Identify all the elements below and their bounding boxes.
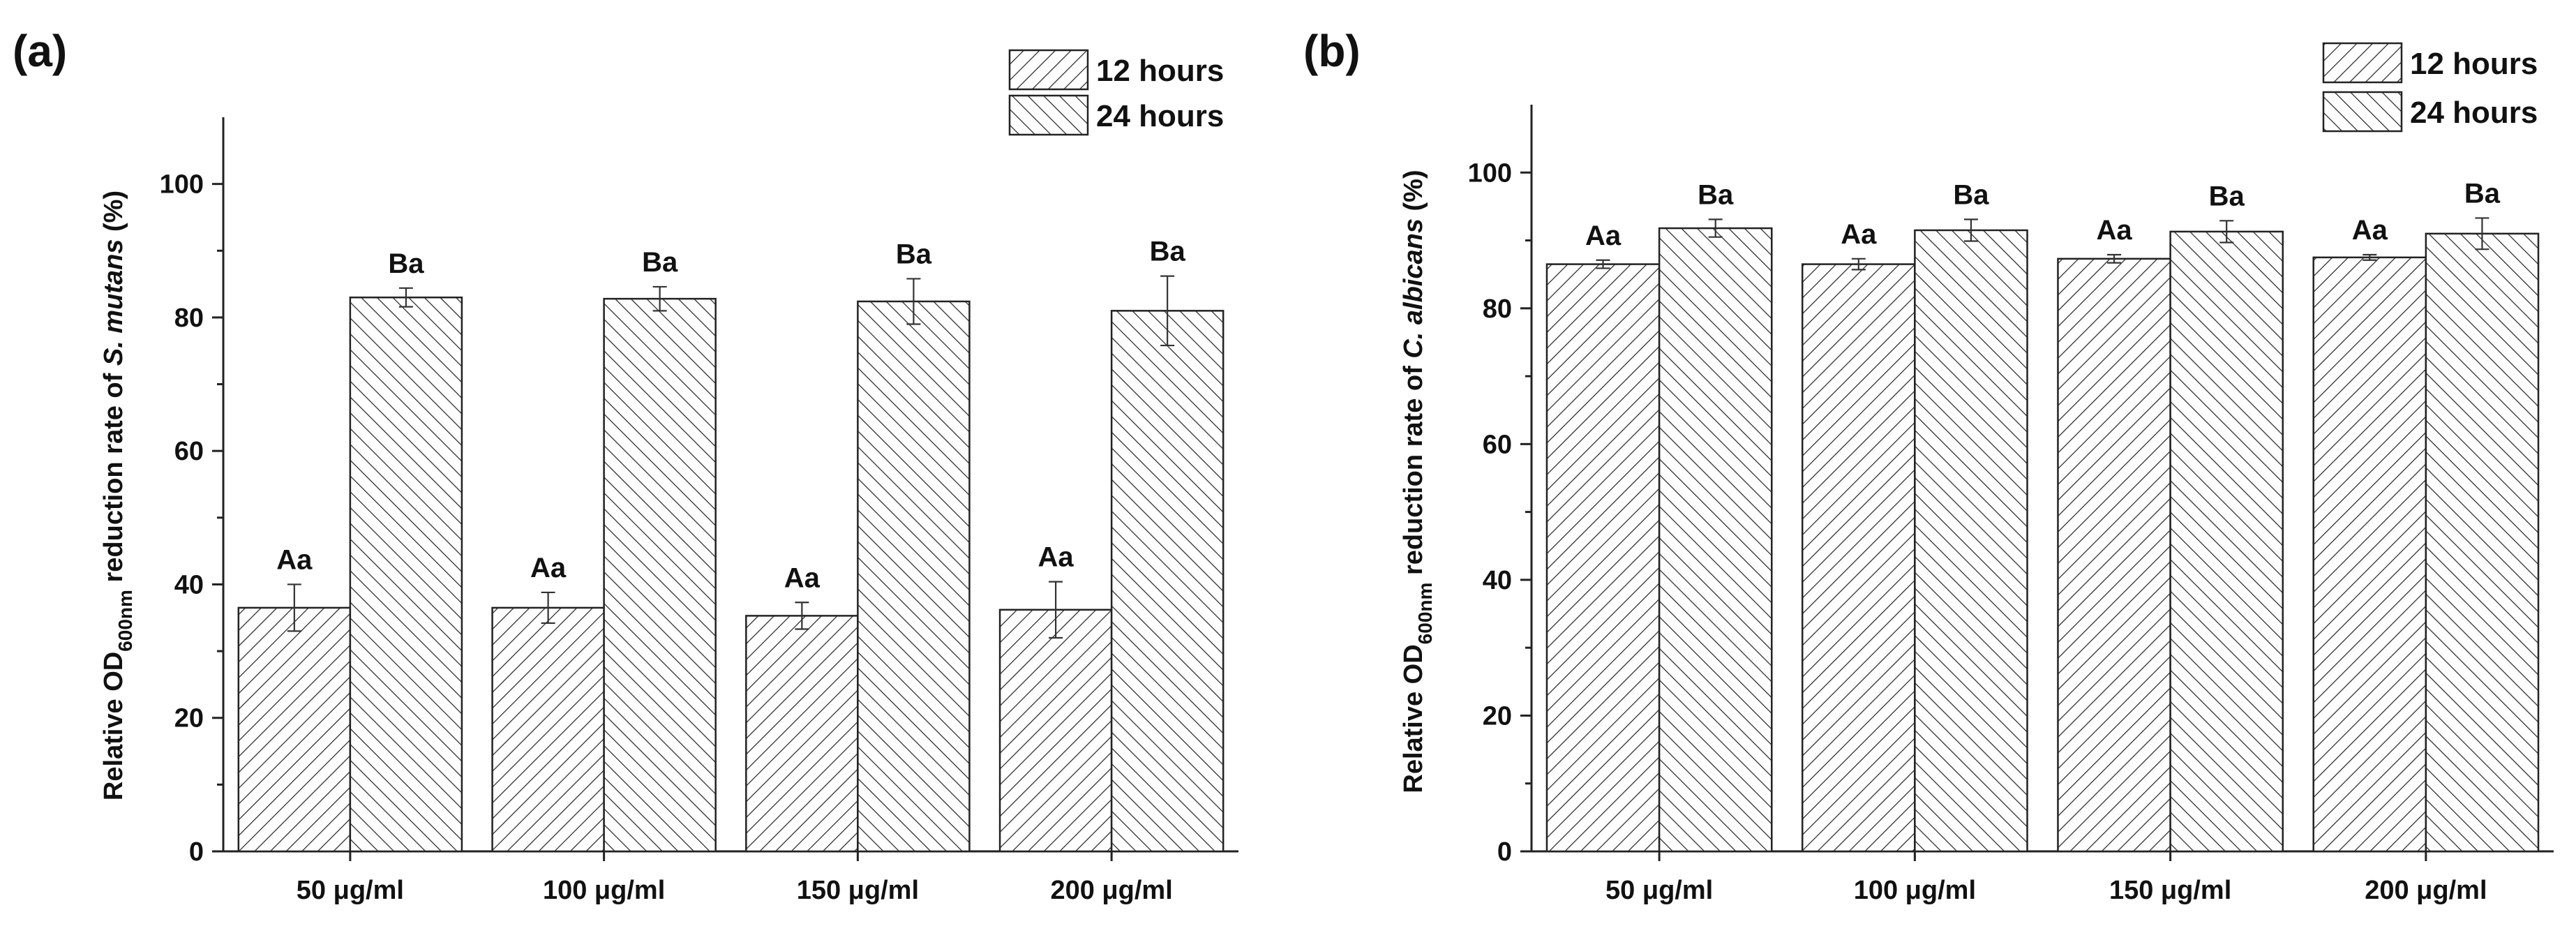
- panel-b-ytick-label: 100: [1468, 158, 1512, 188]
- panel-a-bar: [237, 606, 352, 853]
- panel-a-bar-label: Aa: [530, 553, 567, 583]
- panel-b-category-label: 100 μg/ml: [1854, 876, 1976, 905]
- panel-b-marks: 0 20 40 60 80 100 50 μg/ml Aa Ba 100 μg/ml Aa Ba 150…: [1468, 42, 2554, 905]
- panel-b-bar: [2312, 256, 2427, 853]
- panel-a-ylabel-sub: 600nm: [114, 590, 136, 652]
- panel-b-bar-label: Aa: [1585, 221, 1622, 251]
- panel-b-bar-label: Ba: [1698, 179, 1734, 210]
- panel-a-ytick-label: 40: [174, 570, 204, 599]
- panel-a-legend-label: 24 hours: [1096, 99, 1224, 133]
- panel-a-bar: [603, 297, 717, 853]
- panel-b-bar-label: Ba: [1953, 179, 1989, 210]
- panel-a-ytick-label: 80: [174, 304, 204, 333]
- panel-b-ytick-label: 20: [1483, 701, 1512, 731]
- panel-a-ylabel-species: S. mutans: [99, 239, 128, 366]
- panel-a-ytick-label: 0: [189, 837, 204, 867]
- panel-b-ytick-label: 80: [1483, 294, 1512, 324]
- panel-a-legend-swatch: [1008, 49, 1089, 91]
- panel-a-ylabel-post: (%): [99, 191, 128, 239]
- panel-a-bar-label: Aa: [276, 544, 313, 575]
- panel-b-category-label: 200 μg/ml: [2365, 876, 2487, 905]
- panel-b-bar: [1801, 263, 1916, 853]
- panel-a-ytick-label: 60: [174, 437, 204, 466]
- panel-a-bar: [857, 300, 971, 853]
- panel-a-bar-label: Ba: [1150, 237, 1186, 267]
- panel-b-category-label: 150 μg/ml: [2109, 876, 2231, 905]
- panel-a-bar: [491, 606, 605, 853]
- panel-a-marks: 0 20 40 60 80 100 50 μg/ml Aa Ba 100 μg/ml Aa Ba 150…: [160, 49, 1238, 905]
- panel-b-bar: [1658, 227, 1773, 853]
- panel-a-bar: [349, 296, 463, 853]
- panel-a-category-label: 50 μg/ml: [297, 876, 404, 905]
- panel-a-bar-label: Ba: [896, 239, 932, 269]
- panel-b-bar-label: Aa: [2352, 215, 2388, 246]
- panel-b-bar-label: Aa: [2096, 215, 2132, 246]
- panel-b-ylabel-pre: Relative OD: [1399, 644, 1428, 793]
- panel-b-legend-label: 24 hours: [2410, 96, 2538, 130]
- panel-a-legend-label: 12 hours: [1096, 54, 1224, 88]
- panel-b-legend-swatch: [2322, 91, 2403, 133]
- panel-a-category-label: 150 μg/ml: [797, 876, 919, 905]
- panel-b-ytick-label: 0: [1497, 837, 1512, 867]
- panel-b-legend-label: 12 hours: [2410, 47, 2538, 81]
- panel-a-category-label: 100 μg/ml: [543, 876, 665, 905]
- panel-b-legend-swatch: [2322, 42, 2403, 84]
- panel-a-category-label: 200 μg/ml: [1050, 876, 1172, 905]
- panel-a-bar: [745, 615, 859, 853]
- panel-a-bar-label: Aa: [784, 562, 821, 593]
- panel-b-ytick-label: 60: [1483, 430, 1512, 459]
- panel-b-ytick-label: 40: [1483, 566, 1512, 595]
- panel-b-label: (b): [1303, 26, 1361, 76]
- panel-b-bar-label: Ba: [2464, 178, 2501, 209]
- panel-a-legend-swatch: [1008, 94, 1089, 136]
- panel-b-category-label: 50 μg/ml: [1605, 876, 1713, 905]
- panel-b-ylabel-species: C. albicans: [1399, 218, 1428, 359]
- panel-a-bar-label: Aa: [1038, 542, 1074, 573]
- panel-b-ylabel: Relative OD600nm reduction rate of C. al…: [1399, 170, 1436, 793]
- panel-a-bar-label: Ba: [642, 247, 678, 278]
- panel-a-ylabel: Relative OD600nm reduction rate of S. mu…: [99, 191, 136, 800]
- panel-a-ylabel-mid: reduction rate of: [99, 366, 128, 590]
- panel-a-ytick-label: 20: [174, 704, 204, 733]
- panel-b-ylabel-sub: 600nm: [1414, 583, 1436, 645]
- panel-a-ytick-label: 100: [160, 170, 204, 200]
- panel-a-bar: [998, 609, 1113, 853]
- panel-b-bar-label: Aa: [1841, 219, 1877, 250]
- panel-a-label: (a): [13, 26, 67, 76]
- panel-b-bar: [1914, 229, 2028, 853]
- panel-b-bar: [1545, 263, 1661, 853]
- panel-b-bar: [2425, 232, 2540, 853]
- panel-b-bar: [2057, 257, 2171, 853]
- panel-b-bar: [2169, 230, 2284, 853]
- panel-a-bar: [1110, 310, 1225, 853]
- panel-b-ylabel-mid: reduction rate of: [1399, 359, 1428, 583]
- panel-b-ylabel-post: (%): [1399, 170, 1428, 218]
- panel-a-ylabel-pre: Relative OD: [99, 652, 128, 800]
- panel-a-bar-label: Ba: [388, 248, 424, 279]
- panel-b-bar-label: Ba: [2209, 181, 2245, 211]
